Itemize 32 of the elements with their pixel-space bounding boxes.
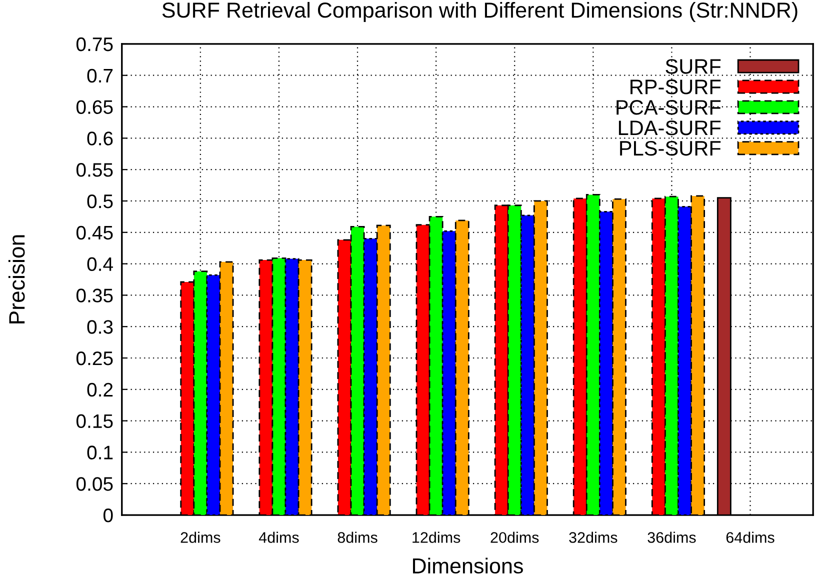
x-axis-title: Dimensions — [413, 558, 523, 574]
y-tick-label: 0.45 — [76, 226, 113, 240]
x-tick-label: 8dims — [338, 532, 378, 543]
y-tick-label: 0.05 — [76, 477, 113, 491]
chart-title: SURF Retrieval Comparison with Different Dimensions (Str:NNDR) — [162, 2, 798, 22]
legend-label: PCA-SURF — [616, 100, 721, 115]
legend-label: PLS-SURF — [620, 140, 721, 156]
y-tick-label: 0.35 — [76, 288, 113, 302]
y-tick-label: 0.4 — [87, 257, 113, 272]
y-tick-label: 0.6 — [87, 132, 113, 146]
legend-label: RP-SURF — [630, 80, 721, 94]
legend-label: SURF — [666, 59, 721, 74]
y-axis-title: Precision — [8, 235, 25, 324]
legend-label: LDA-SURF — [618, 120, 721, 136]
x-tick-label: 4dims — [258, 532, 299, 543]
y-tick-label: 0.5 — [87, 194, 113, 208]
x-tick-label: 36dims — [648, 532, 696, 543]
y-tick-label: 0.75 — [76, 37, 113, 52]
y-tick-label: 0.1 — [87, 446, 113, 460]
x-tick-label: 12dims — [412, 532, 460, 543]
y-tick-label: 0.65 — [76, 100, 113, 114]
y-tick-label: 0.55 — [76, 163, 113, 177]
y-tick-label: 0.2 — [87, 382, 113, 397]
y-tick-label: 0.25 — [76, 351, 113, 366]
x-tick-label: 64dims — [726, 532, 774, 543]
y-tick-label: 0.3 — [87, 320, 113, 334]
x-tick-label: 2dims — [180, 532, 220, 543]
x-tick-label: 32dims — [569, 532, 618, 543]
y-tick-label: 0.15 — [76, 414, 113, 428]
y-tick-label: 0.7 — [87, 68, 113, 83]
y-tick-label: 0 — [103, 508, 113, 522]
x-tick-label: 20dims — [490, 532, 539, 543]
